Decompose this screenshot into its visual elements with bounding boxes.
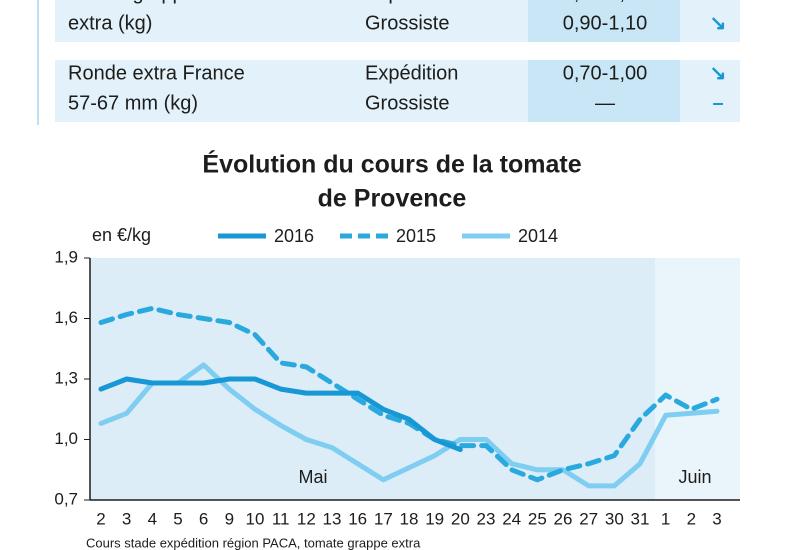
x-tick-label: 18 bbox=[400, 509, 419, 528]
product-name: Ronde grappe France bbox=[68, 0, 263, 4]
x-tick-label: 24 bbox=[502, 509, 521, 528]
x-tick-label: 9 bbox=[225, 509, 234, 528]
price-range: 0,90-1,10 bbox=[563, 0, 648, 4]
x-tick-label: 13 bbox=[323, 509, 342, 528]
y-tick-label: 1,0 bbox=[54, 429, 78, 448]
product-name: 57-67 mm (kg) bbox=[68, 92, 198, 114]
x-tick-label: 2 bbox=[687, 509, 696, 528]
chart-title: Évolution du cours de la tomate bbox=[202, 150, 581, 179]
trend-arrow: ↘ bbox=[710, 12, 727, 34]
trend-arrow: ↗ bbox=[710, 0, 727, 4]
x-tick-label: 1 bbox=[661, 509, 670, 528]
legend-label: 2015 bbox=[396, 226, 436, 246]
market-stage: Expédition bbox=[365, 0, 458, 4]
market-stage: Grossiste bbox=[365, 92, 449, 114]
price-range: 0,70-1,00 bbox=[563, 62, 648, 84]
x-tick-label: 17 bbox=[374, 509, 393, 528]
chart-title: de Provence bbox=[318, 185, 467, 213]
market-stage: Expédition bbox=[365, 62, 458, 84]
x-tick-label: 20 bbox=[451, 509, 470, 528]
y-tick-label: 1,9 bbox=[54, 247, 78, 266]
trend-arrow: ↘ bbox=[710, 62, 727, 84]
x-tick-label: 2 bbox=[96, 509, 105, 528]
series-line bbox=[98, 362, 720, 489]
x-tick-label: 6 bbox=[199, 509, 208, 528]
price-range: — bbox=[595, 92, 615, 114]
footnote: Cours stade expédition région PACA, toma… bbox=[86, 535, 421, 550]
x-tick-label: 3 bbox=[122, 509, 131, 528]
x-tick-label: 19 bbox=[425, 509, 444, 528]
price-cell-bg bbox=[528, 60, 680, 122]
y-tick-label: 1,6 bbox=[54, 308, 78, 327]
x-tick-label: 27 bbox=[579, 509, 598, 528]
y-tick-label: 0,7 bbox=[54, 489, 78, 508]
x-tick-label: 26 bbox=[554, 509, 573, 528]
x-tick-label: 3 bbox=[712, 509, 721, 528]
series-line bbox=[98, 376, 463, 453]
product-name: Ronde extra France bbox=[68, 62, 245, 84]
x-tick-label: 12 bbox=[297, 509, 316, 528]
legend-label: 2014 bbox=[518, 226, 558, 246]
x-tick-label: 5 bbox=[173, 509, 182, 528]
plot-area-june bbox=[655, 258, 740, 500]
y-axis-label: en €/kg bbox=[92, 225, 151, 245]
month-label: Juin bbox=[678, 467, 711, 487]
x-tick-label: 23 bbox=[477, 509, 496, 528]
price-range: 0,90-1,10 bbox=[563, 12, 648, 34]
x-tick-label: 31 bbox=[631, 509, 650, 528]
market-stage: Grossiste bbox=[365, 12, 449, 34]
x-tick-label: 11 bbox=[272, 509, 290, 528]
x-tick-label: 30 bbox=[605, 509, 624, 528]
product-name: extra (kg) bbox=[68, 12, 152, 34]
x-tick-label: 4 bbox=[148, 509, 157, 528]
x-tick-label: 25 bbox=[528, 509, 547, 528]
price-cell-bg bbox=[528, 0, 680, 42]
plot-area bbox=[90, 258, 655, 500]
legend-label: 2016 bbox=[274, 226, 314, 246]
x-tick-label: 16 bbox=[348, 509, 367, 528]
month-label: Mai bbox=[298, 467, 327, 487]
y-tick-label: 1,3 bbox=[54, 368, 78, 387]
x-tick-label: 10 bbox=[246, 509, 265, 528]
trend-arrow: – bbox=[712, 92, 723, 114]
series-line bbox=[98, 305, 720, 483]
